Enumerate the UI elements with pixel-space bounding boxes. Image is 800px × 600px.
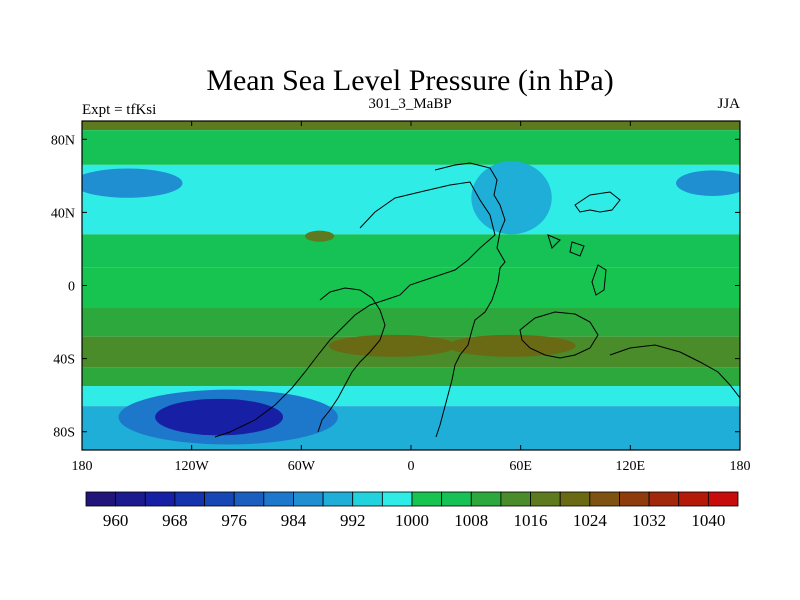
high-indian: [447, 334, 576, 357]
colorbar-label: 1000: [395, 511, 429, 530]
coastline-islands: [547, 234, 607, 296]
colorbar-swatch: [707, 491, 739, 507]
colorbar-swatch: [322, 491, 354, 507]
colorbar-swatch: [174, 491, 205, 507]
pressure-band-2: [82, 164, 740, 235]
colorbar-swatch: [233, 491, 265, 507]
coastlines: [214, 162, 740, 438]
colorbar-swatch: [589, 491, 620, 507]
colorbar-swatch: [500, 491, 531, 507]
colorbar-label: 1032: [632, 511, 666, 530]
colorbar-label: 984: [281, 511, 307, 530]
colorbar-swatch: [530, 491, 561, 507]
coastline-south-america: [317, 287, 386, 433]
colorbar-swatch: [411, 491, 443, 507]
colorbar-swatch: [470, 491, 502, 507]
x-tick-label: 120E: [616, 459, 646, 474]
colorbar-swatch: [381, 491, 413, 507]
pressure-band-1: [82, 130, 740, 165]
colorbar-swatch: [263, 491, 294, 507]
high-south-atlantic: [328, 334, 457, 357]
colorbar-label: 960: [103, 511, 129, 530]
colorbar-label: 968: [162, 511, 188, 530]
coastline-east-asia: [574, 191, 621, 213]
colorbar-swatch: [204, 491, 235, 507]
colorbar-swatch: [115, 491, 146, 507]
north-pacific-low: [82, 168, 183, 198]
colorbar-label: 992: [340, 511, 366, 530]
coastline-southern-landmass: [609, 344, 740, 399]
high-north-atlantic: [304, 230, 335, 242]
pressure-band-3: [82, 234, 740, 268]
colorbar-swatch: [678, 491, 709, 507]
coastline-africa-eurasia: [214, 181, 496, 438]
colorbar-swatch: [441, 491, 472, 507]
axes: 180 120W 60W 0 60E 120E 180 80N 40N 0 40S 80S: [51, 121, 751, 474]
coastline-australia: [519, 311, 599, 359]
y-tick-label: 80S: [53, 426, 75, 441]
y-tick-label: 40N: [51, 206, 75, 221]
colorbar-swatch: [352, 491, 383, 507]
colorbar-label: 1008: [454, 511, 488, 530]
asian-low: [471, 161, 552, 235]
pressure-band-4: [82, 267, 740, 308]
chart-title: Mean Sea Level Pressure (in hPa): [206, 64, 613, 97]
x-tick-label: 0: [408, 459, 415, 474]
colorbar-label: 976: [221, 511, 247, 530]
colorbar-label: 1040: [691, 511, 725, 530]
colorbar-swatch: [85, 491, 117, 507]
colorbar: 960 968 976 984 992 1000 1008 1016 1024 1032 1040: [85, 491, 739, 530]
pressure-band-5: [82, 307, 740, 337]
x-tick-label: 120W: [175, 459, 210, 474]
center-subtitle: 301_3_MaBP: [368, 96, 451, 112]
x-tick-label: 60W: [288, 459, 316, 474]
coastline-americas: [434, 162, 506, 438]
colorbar-label: 1016: [514, 511, 548, 530]
y-tick-label: 0: [68, 280, 75, 295]
pressure-band-7: [82, 367, 740, 387]
colorbar-swatch: [293, 491, 324, 507]
right-subtitle: JJA: [717, 96, 740, 112]
x-tick-label: 60E: [509, 459, 532, 474]
colorbar-swatch: [144, 491, 176, 507]
north-pacific-low-east: [676, 170, 740, 196]
colorbar-swatch: [619, 491, 650, 507]
antarctic-low: [155, 398, 284, 436]
x-tick-label: 180: [72, 459, 93, 474]
x-tick-label: 180: [730, 459, 751, 474]
left-subtitle: Expt = tfKsi: [82, 102, 156, 118]
colorbar-label: 1024: [573, 511, 608, 530]
colorbar-swatch: [648, 491, 680, 507]
y-tick-label: 80N: [51, 133, 75, 148]
colorbar-swatch: [559, 491, 591, 507]
pressure-field: [82, 121, 740, 450]
y-tick-label: 40S: [53, 353, 75, 368]
